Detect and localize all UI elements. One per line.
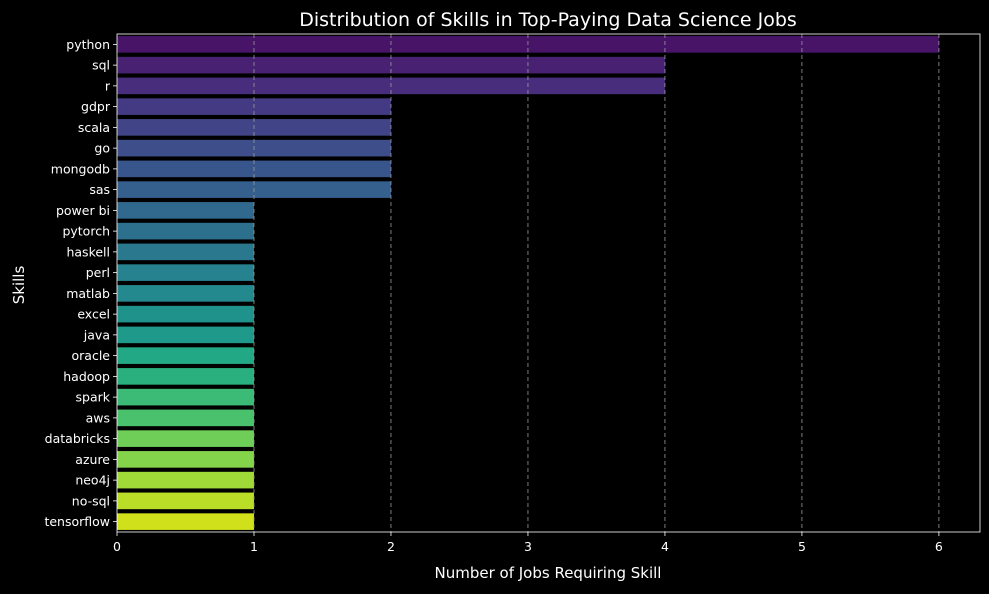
x-axis-label: Number of Jobs Requiring Skill (435, 564, 662, 582)
y-tick-label: power bi (56, 203, 110, 218)
bar-java (117, 326, 254, 344)
y-tick-label: excel (77, 307, 110, 322)
y-tick-label: sql (92, 58, 110, 73)
bar-tensorflow (117, 513, 254, 530)
bar-neo4j (117, 471, 254, 489)
y-tick-label: perl (86, 265, 110, 280)
bar-hadoop (117, 368, 254, 385)
y-tick-label: oracle (72, 348, 111, 363)
y-tick-label: databricks (45, 431, 110, 446)
y-axis-label: Skills (10, 266, 28, 305)
y-tick-label: azure (75, 452, 110, 467)
x-tick-label: 0 (113, 539, 121, 554)
bar-aws (117, 409, 254, 427)
bar-power-bi (117, 202, 254, 219)
y-tick-label: tensorflow (44, 514, 110, 529)
bar-databricks (117, 430, 254, 447)
y-tick-label: sas (89, 182, 110, 197)
chart-title: Distribution of Skills in Top-Paying Dat… (299, 9, 797, 31)
x-tick-label: 1 (250, 539, 258, 554)
bar-perl (117, 264, 254, 281)
x-tick-label: 4 (661, 539, 669, 554)
bar-pytorch (117, 222, 254, 240)
y-tick-label: mongodb (51, 161, 110, 176)
y-tick-label: python (66, 37, 110, 52)
bar-azure (117, 451, 254, 468)
plot-frame (116, 33, 981, 533)
x-tick-label: 6 (935, 539, 943, 554)
x-tick-label: 3 (524, 539, 532, 554)
y-tick-label: haskell (66, 244, 110, 259)
y-tick-label: r (105, 78, 111, 93)
y-tick-label: go (94, 141, 110, 156)
y-tick-label: pytorch (62, 224, 110, 239)
bar-excel (117, 305, 254, 323)
x-tick-label: 5 (798, 539, 806, 554)
bar-no-sql (117, 492, 254, 510)
y-tick-label: hadoop (63, 369, 110, 384)
x-tick-label: 2 (387, 539, 395, 554)
y-tick-label: java (83, 327, 110, 342)
bar-oracle (117, 347, 254, 364)
bar-spark (117, 388, 254, 406)
y-tick-label: gdpr (81, 99, 111, 114)
y-tick-label: aws (86, 410, 110, 425)
y-tick-label: matlab (66, 286, 110, 301)
y-tick-label: scala (78, 120, 110, 135)
y-tick-label: no-sql (72, 493, 110, 508)
bar-matlab (117, 285, 254, 302)
bar-haskell (117, 243, 254, 261)
y-tick-label: neo4j (75, 473, 110, 488)
y-tick-label: spark (76, 390, 111, 405)
